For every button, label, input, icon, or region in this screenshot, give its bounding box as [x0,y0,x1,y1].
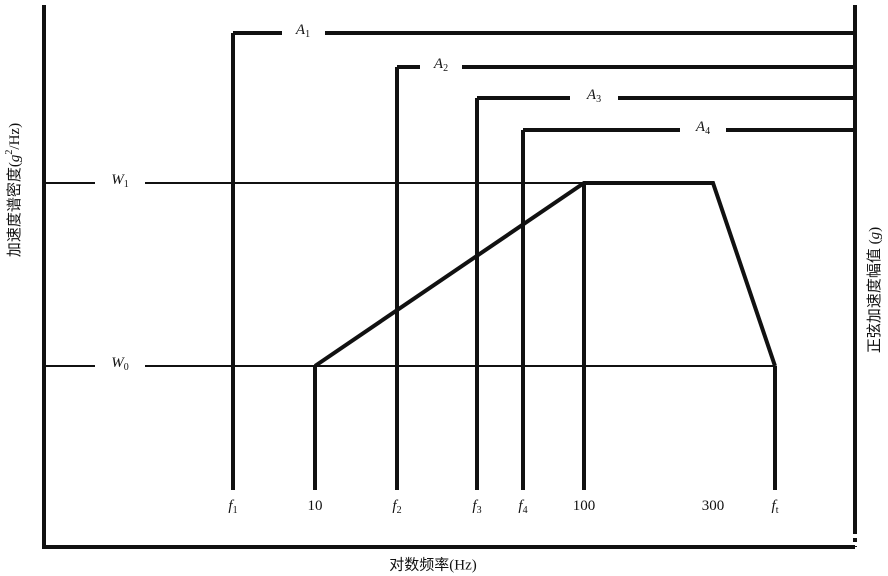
y-right-label: 正弦加速度幅值 (g) [866,227,883,353]
amp-label: A3 [586,87,601,105]
level-label: W1 [111,172,129,190]
freq-label: 100 [573,498,596,514]
freq-labels: f1 10 f2 f3 f4 100 300 ft [228,498,778,516]
freq-label: f3 [472,498,481,516]
freq-label: f1 [228,498,237,516]
freq-label: f4 [518,498,527,516]
level-label: W0 [111,355,129,373]
freq-label: 300 [702,498,725,514]
frame [42,5,855,549]
freq-label: f2 [392,498,401,516]
freq-label: ft [772,498,779,516]
x-axis-label: 对数频率(Hz) [389,556,476,573]
spectrum [313,181,777,368]
y-left-label: 加速度谱密度(g2/Hz) [4,123,23,257]
freq-label: 10 [308,498,323,514]
amp-label: A4 [695,119,710,137]
amp-label: A2 [433,56,448,74]
amp-label: A1 [295,22,310,40]
